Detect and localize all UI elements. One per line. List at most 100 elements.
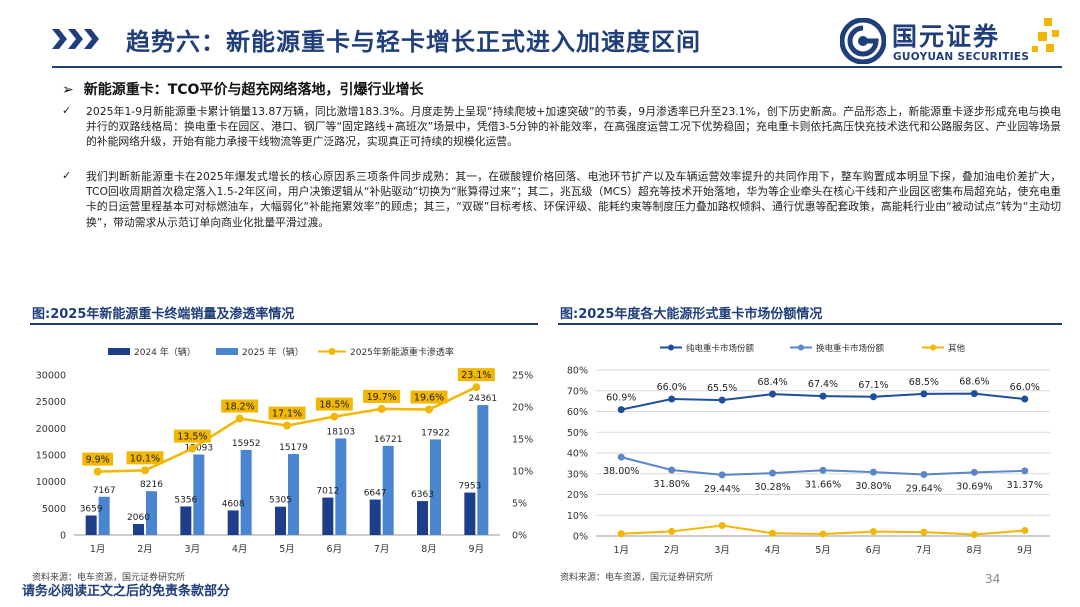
swap-label: 38.00% xyxy=(603,466,639,477)
y-tick-label: 40% xyxy=(567,449,588,460)
y-tick-label: 5000 xyxy=(42,504,66,515)
pure-ev-point xyxy=(970,390,978,398)
bullet-text: 我们判断新能源重卡在2025年爆发式增长的核心原因系三项条件同步成熟：其一，在碳… xyxy=(86,170,1061,229)
pure-ev-point xyxy=(668,395,676,403)
pure-ev-point xyxy=(819,392,827,400)
swap-label: 29.44% xyxy=(704,484,740,495)
penetration-label-bg xyxy=(363,389,401,403)
x-tick-label: 3月 xyxy=(714,545,730,556)
penetration-label-bg xyxy=(173,429,211,443)
x-tick-label: 9月 xyxy=(1017,545,1033,556)
x-tick-label: 7月 xyxy=(374,544,390,555)
y-tick-label: 10% xyxy=(567,511,588,522)
bar-2025 xyxy=(382,445,394,535)
bar-2025 xyxy=(335,438,347,535)
bar-2024 xyxy=(369,499,381,535)
penetration-label-bg xyxy=(315,397,353,411)
bar-2025-label: 7167 xyxy=(93,486,116,496)
swap-label: 30.80% xyxy=(855,481,891,492)
arrow-bullet-icon: ➢ xyxy=(62,82,74,98)
footer-disclaimer: 请务必阅读正文之后的免责条款部分 xyxy=(22,584,231,599)
bar-2025 xyxy=(193,454,205,535)
y-tick-label: 60% xyxy=(567,407,588,418)
legend-label-pure-ev: 纯电重卡市场份额 xyxy=(686,343,755,354)
other-point xyxy=(869,528,877,536)
page-number: 34 xyxy=(985,572,1001,586)
bar-2025 xyxy=(98,496,110,535)
y2-tick-label: 0% xyxy=(512,531,527,542)
y-tick-label: 0% xyxy=(573,532,588,543)
legend-marker-swap xyxy=(798,344,804,351)
x-tick-label: 7月 xyxy=(916,545,932,556)
bar-2025 xyxy=(288,454,299,535)
bar-2024 xyxy=(180,506,192,535)
x-tick-label: 4月 xyxy=(765,545,781,556)
y2-tick-label: 20% xyxy=(512,403,533,414)
penetration-point xyxy=(188,444,197,453)
penetration-label: 18.2% xyxy=(225,402,255,413)
swap-label: 29.64% xyxy=(906,483,942,494)
penetration-label-bg xyxy=(126,451,164,465)
bar-2025-label: 24361 xyxy=(469,394,498,404)
swap-point xyxy=(617,453,625,461)
pure-ev-point xyxy=(718,396,726,404)
bar-2025 xyxy=(146,491,157,535)
penetration-point xyxy=(425,405,433,414)
penetration-label: 19.6% xyxy=(414,393,444,404)
y-tick-label: 25000 xyxy=(36,397,66,408)
bar-2024-label: 6647 xyxy=(364,489,387,499)
x-tick-label: 5月 xyxy=(279,544,295,555)
pure-ev-point xyxy=(869,393,877,401)
x-tick-label: 8月 xyxy=(421,544,437,555)
x-tick-label: 9月 xyxy=(469,544,485,555)
swap-point xyxy=(668,466,676,474)
section-heading-text: 新能源重卡：TCO平价与超充网络落地，引爆行业增长 xyxy=(83,82,424,98)
swap-point xyxy=(920,470,928,478)
right-chart-title: 图:2025年度各大能源形式重卡市场份额情况 xyxy=(560,307,823,322)
penetration-label-bg xyxy=(457,368,495,382)
bar-2024 xyxy=(322,497,334,535)
pure-ev-label: 68.4% xyxy=(757,377,787,388)
penetration-label: 9.9% xyxy=(86,455,110,466)
x-tick-label: 2月 xyxy=(137,544,153,555)
bar-2024 xyxy=(275,506,286,535)
legend-swatch-2024 xyxy=(108,348,130,355)
left-chart-source: 资料来源：电车资源，国元证券研究所 xyxy=(32,573,186,583)
pure-ev-label: 68.6% xyxy=(959,377,989,388)
penetration-point xyxy=(283,421,291,430)
bar-2025-label: 15952 xyxy=(232,439,261,449)
checkmark-icon: ✓ xyxy=(62,104,72,117)
swap-point xyxy=(718,471,726,479)
pure-ev-label: 66.0% xyxy=(1010,382,1040,393)
legend-marker-pure-ev xyxy=(668,344,674,351)
legend-marker-penetration xyxy=(328,348,336,355)
penetration-label-bg xyxy=(268,406,306,420)
y-tick-label: 0 xyxy=(60,531,66,542)
penetration-point xyxy=(235,414,244,423)
penetration-label-bg xyxy=(82,452,114,466)
x-tick-label: 1月 xyxy=(613,545,629,556)
swap-point xyxy=(970,468,978,476)
other-point xyxy=(617,530,625,538)
x-tick-label: 6月 xyxy=(866,545,882,556)
other-point xyxy=(920,528,928,536)
penetration-point xyxy=(93,467,102,476)
penetration-label-bg xyxy=(410,390,448,404)
penetration-label: 17.1% xyxy=(272,409,302,420)
x-tick-label: 6月 xyxy=(327,544,343,555)
bar-2025-label: 15093 xyxy=(185,444,214,454)
guoyuan-logo-icon xyxy=(840,18,886,64)
bullet-text: 2025年1-9月新能源重卡累计销量13.87万辆，同比激增183.3%。月度走… xyxy=(86,105,1061,149)
other-point xyxy=(668,527,676,535)
bar-2025-label: 18103 xyxy=(327,427,356,437)
y-tick-label: 15000 xyxy=(36,451,66,462)
bar-2025-label: 8216 xyxy=(140,480,163,490)
y2-tick-label: 15% xyxy=(512,435,533,446)
pure-ev-label: 66.0% xyxy=(657,382,687,393)
x-tick-label: 5月 xyxy=(815,545,831,556)
y-tick-label: 20000 xyxy=(36,424,66,435)
swap-label: 30.28% xyxy=(754,482,790,493)
legend-marker-other xyxy=(930,344,936,351)
other-point xyxy=(769,529,777,537)
legend-label-other: 其他 xyxy=(948,343,966,354)
